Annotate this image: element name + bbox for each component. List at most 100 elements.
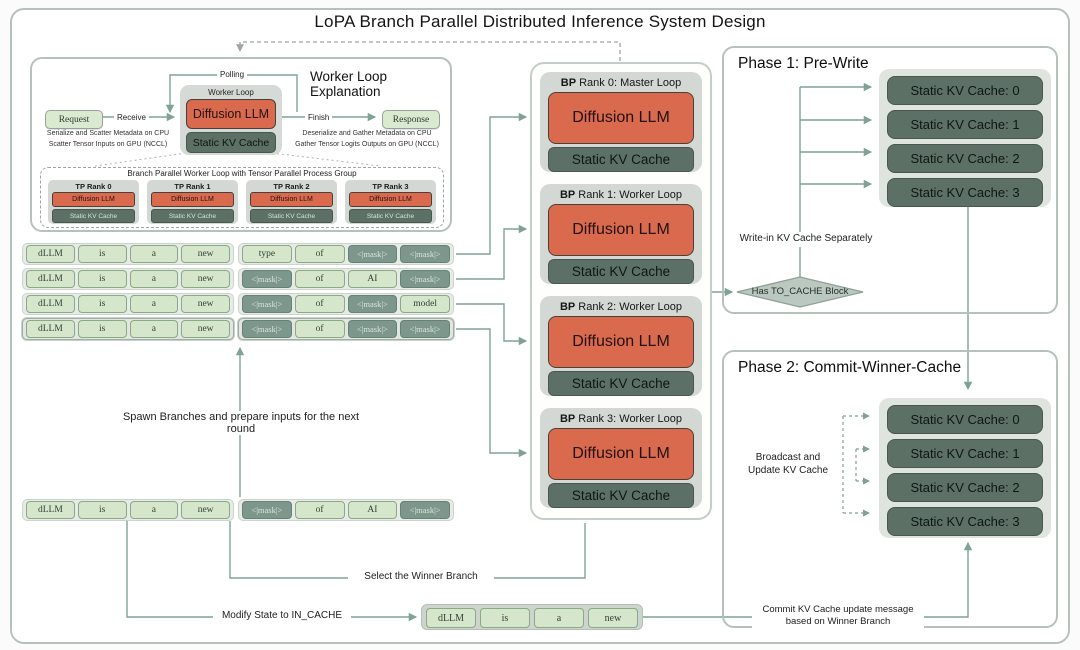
token: <|mask|> (242, 320, 292, 338)
token: dLLM (26, 295, 75, 313)
static-kv-cache-slot: Static KV Cache: 3 (887, 178, 1043, 207)
worker-loop-node: Worker Loop Diffusion LLM Static KV Cach… (180, 85, 282, 155)
write-in-note: Write-in KV Cache Separately (730, 232, 882, 247)
token: a (129, 270, 179, 288)
static-kv-cache-node: Static KV Cache (548, 147, 694, 172)
static-kv-cache-slot: Static KV Cache: 0 (887, 405, 1043, 434)
tp-static-kv-cache-node: Static KV Cache (52, 209, 135, 223)
bp-rank-title: BP Rank 2: Worker Loop (548, 299, 694, 316)
token-group-generation: <|mask|> of AI <|mask|> (238, 499, 454, 521)
tp-rank-title: TP Rank 1 (174, 182, 211, 191)
winner-branch-token-row: dLLM is a new (421, 604, 643, 630)
token: is (480, 608, 530, 628)
token: of (294, 270, 345, 288)
bp-rank-title-prefix: BP (559, 413, 576, 425)
token: model (400, 295, 450, 313)
tp-diffusion-llm-node: Diffusion LLM (349, 192, 432, 207)
bp-rank-title-prefix: BP (559, 301, 576, 313)
token: <|mask|> (400, 245, 450, 263)
token: a (534, 608, 584, 628)
branch-token-rows: dLLM is a new type of <|mask|> <|mask|> dLLM is… (22, 243, 454, 340)
token: <|mask|> (347, 320, 398, 338)
token: <|mask|> (347, 295, 398, 313)
static-kv-cache-slot: Static KV Cache: 2 (887, 473, 1043, 502)
static-kv-cache-node: Static KV Cache (548, 483, 694, 508)
worker-loop-title: Worker Loop (208, 88, 254, 97)
broadcast-note-line2: Update KV Cache (747, 464, 829, 476)
token: AI (347, 270, 398, 288)
broadcast-note-line1: Broadcast and (755, 452, 821, 463)
worker-loop-explanation-box: Worker Loop Explanation Polling Request … (30, 57, 452, 232)
token: <|mask|> (400, 501, 450, 519)
next-round-token-row: dLLM is a new <|mask|> of AI <|mask|> (22, 499, 454, 521)
tensor-parallel-group-box: Branch Parallel Worker Loop with Tensor … (40, 167, 444, 228)
bp-rank-title: BP Rank 1: Worker Loop (548, 187, 694, 204)
static-kv-cache-slot: Static KV Cache: 1 (887, 110, 1043, 139)
spawn-branches-note: Spawn Branches and prepare inputs for th… (110, 411, 372, 435)
token-row: dLLM is a new <|mask|> of AI <|mask|> (22, 499, 454, 521)
static-kv-cache-node: Static KV Cache (548, 371, 694, 396)
token: new (588, 608, 638, 628)
token-group-prompt: dLLM is a new (22, 268, 234, 290)
request-node: Request (45, 110, 103, 129)
tp-rank-card: TP Rank 3 Diffusion LLM Static KV Cache (345, 180, 436, 224)
token: AI (347, 501, 398, 519)
token: new (181, 295, 230, 313)
worker-loop-explanation-title: Worker Loop Explanation (310, 69, 388, 99)
token-row: dLLM is a new type of <|mask|> <|mask|> (22, 243, 454, 265)
token-group-generation: <|mask|> of AI <|mask|> (238, 268, 454, 290)
token: a (129, 295, 179, 313)
commit-update-note-line2: based on Winner Branch (785, 615, 891, 627)
token: new (181, 245, 230, 263)
token: <|mask|> (400, 320, 450, 338)
phase1-title: Phase 1: Pre-Write (738, 55, 869, 72)
bp-rank-title-prefix: BP (560, 77, 577, 89)
tp-diffusion-llm-node: Diffusion LLM (52, 192, 135, 207)
tp-static-kv-cache-node: Static KV Cache (349, 209, 432, 223)
diffusion-llm-node: Diffusion LLM (548, 316, 694, 368)
phase1-box: Phase 1: Pre-Write Static KV Cache: 0 Sta… (722, 46, 1058, 314)
token-row: dLLM is a new <|mask|> of <|mask|> <|mask|> (22, 318, 454, 340)
serialize-note-line1: Serialize and Scatter Metadata on CPU (46, 130, 170, 137)
static-kv-cache-slot: Static KV Cache: 0 (887, 76, 1043, 105)
phase2-kv-cache-stack: Static KV Cache: 0 Static KV Cache: 1 Stat… (879, 398, 1051, 538)
tp-diffusion-llm-node: Diffusion LLM (151, 192, 234, 207)
token: is (77, 245, 127, 263)
token: dLLM (26, 245, 75, 263)
deserialize-note-line1: Deserialize and Gather Metadata on CPU (302, 130, 432, 137)
static-kv-cache-node: Static KV Cache (186, 132, 276, 153)
polling-label: Polling (217, 70, 248, 79)
diffusion-llm-node: Diffusion LLM (548, 428, 694, 480)
commit-update-note: Commit KV Cache update message based on … (752, 604, 924, 628)
phase1-kv-cache-stack: Static KV Cache: 0 Static KV Cache: 1 Stat… (879, 69, 1051, 207)
token: is (77, 501, 127, 519)
token-group-prompt: dLLM is a new (22, 293, 234, 315)
token: is (77, 270, 127, 288)
token: dLLM (26, 501, 75, 519)
bp-rank-title-rest: Rank 1: Worker Loop (575, 189, 683, 201)
bp-rank-card: BP Rank 1: Worker Loop Diffusion LLM Sta… (540, 184, 702, 284)
token: a (129, 245, 179, 263)
tp-diffusion-llm-node: Diffusion LLM (250, 192, 333, 207)
bp-rank-title-prefix: BP (559, 189, 576, 201)
deserialize-note: Deserialize and Gather Metadata on CPU G… (285, 129, 449, 150)
tp-rank-cards: TP Rank 0 Diffusion LLM Static KV Cache … (41, 178, 443, 226)
bp-rank-title-rest: Rank 0: Master Loop (576, 77, 682, 89)
bp-rank-title: BP Rank 0: Master Loop (548, 75, 694, 92)
token: new (181, 501, 230, 519)
static-kv-cache-slot: Static KV Cache: 1 (887, 439, 1043, 468)
serialize-note-line2: Scatter Tensor Inputs on GPU (NCCL) (48, 140, 168, 148)
token: of (294, 501, 345, 519)
bp-rank-title-rest: Rank 3: Worker Loop (575, 413, 683, 425)
token: new (181, 320, 230, 338)
token: <|mask|> (400, 270, 450, 288)
bp-rank-card: BP Rank 3: Worker Loop Diffusion LLM Sta… (540, 408, 702, 508)
token: <|mask|> (242, 501, 292, 519)
diffusion-llm-node: Diffusion LLM (186, 99, 276, 129)
token: is (77, 320, 127, 338)
tp-rank-title: TP Rank 2 (273, 182, 310, 191)
token: of (294, 295, 345, 313)
modify-state-note: Modify State to IN_CACHE (213, 610, 351, 621)
select-winner-note: Select the Winner Branch (348, 571, 494, 582)
token: dLLM (26, 270, 75, 288)
